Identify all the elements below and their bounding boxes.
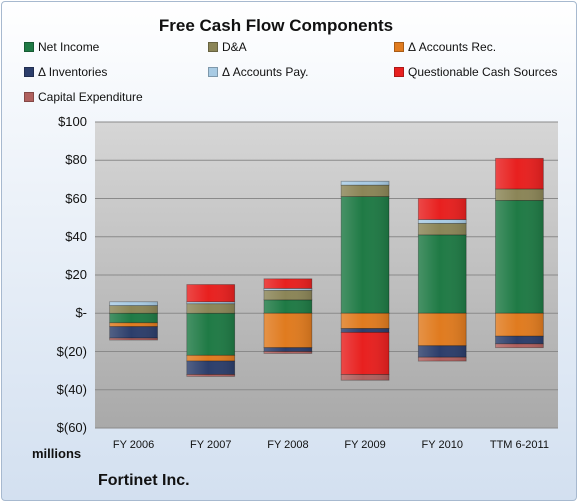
x-tick-label: TTM 6-2011	[490, 439, 549, 451]
bar-segment-sheen	[495, 343, 544, 348]
bar-segment-sheen	[341, 181, 390, 186]
bar-segment-sheen	[186, 313, 235, 356]
bar-segment-sheen	[418, 219, 467, 224]
bar-segment-sheen	[418, 313, 467, 346]
bar-segment-sheen	[418, 357, 467, 362]
legend-item: Δ Accounts Rec.	[394, 40, 496, 54]
y-tick-label: $(40)	[56, 381, 87, 397]
bar-segment-sheen	[263, 351, 312, 354]
bar-segment-sheen	[495, 188, 544, 201]
legend-swatch	[24, 92, 34, 102]
bar-segment-sheen	[495, 158, 544, 189]
legend-item: D&A	[208, 40, 247, 54]
legend-swatch	[24, 67, 34, 77]
bar-segment-sheen	[418, 198, 467, 220]
bar-segment-sheen	[263, 313, 312, 348]
bar-segment-sheen	[186, 284, 235, 302]
bar-segment-sheen	[109, 338, 158, 341]
legend-swatch	[394, 67, 404, 77]
legend-label: Δ Accounts Pay.	[222, 65, 309, 79]
legend-swatch	[208, 67, 218, 77]
bar-segment-sheen	[186, 301, 235, 304]
legend-swatch	[208, 42, 218, 52]
legend-label: Δ Inventories	[38, 65, 108, 79]
legend-label: Questionable Cash Sources	[408, 65, 558, 79]
x-tick-label: FY 2009	[344, 439, 385, 451]
y-tick-label: $100	[58, 114, 87, 129]
x-tick-label: FY 2006	[113, 439, 154, 451]
bar-segment-sheen	[109, 305, 158, 314]
legend-item: Net Income	[24, 40, 99, 54]
bar-segment-sheen	[418, 345, 467, 358]
legend-label: Δ Accounts Rec.	[408, 40, 497, 54]
bar-segment-sheen	[495, 336, 544, 344]
chart-title: Free Cash Flow Components	[158, 16, 394, 35]
bar-segment-sheen	[495, 200, 544, 314]
x-tick-label: FY 2010	[422, 439, 463, 451]
bar-segment-sheen	[418, 234, 467, 314]
bar-segment-sheen	[341, 196, 390, 314]
bar-segment-sheen	[341, 332, 390, 375]
legend-swatch	[24, 42, 34, 52]
company-name: Fortinet Inc.	[98, 472, 190, 489]
legend-label: D&A	[222, 40, 247, 54]
bar-segment-sheen	[341, 328, 390, 333]
units-label: millions	[32, 446, 82, 461]
bar-segment-sheen	[341, 313, 390, 329]
bar-segment-sheen	[263, 290, 312, 300]
bar-segment-sheen	[186, 361, 235, 375]
bar-segment-sheen	[418, 223, 467, 235]
bar-segment-sheen	[263, 278, 312, 289]
legend-label: Capital Expenditure	[38, 90, 143, 104]
y-tick-label: $(60)	[56, 420, 87, 435]
bar-segment-sheen	[109, 322, 158, 327]
legend-item: Δ Accounts Pay.	[208, 65, 309, 79]
bar-segment-sheen	[495, 313, 544, 337]
bar-segment-sheen	[186, 374, 235, 377]
bar-segment-sheen	[109, 326, 158, 339]
legend-item: Capital Expenditure	[24, 90, 143, 104]
y-tick-label: $20	[65, 267, 87, 282]
bar-segment-sheen	[186, 303, 235, 314]
x-tick-label: FY 2007	[190, 439, 231, 451]
legend-label: Net Income	[38, 40, 100, 54]
legend-item: Δ Inventories	[24, 65, 107, 79]
bar-segment-sheen	[263, 288, 312, 291]
y-tick-label: $40	[65, 228, 87, 244]
bar-segment-sheen	[341, 185, 390, 197]
y-tick-label: $-	[75, 305, 87, 321]
legend-swatch	[394, 42, 404, 52]
bar-segment-sheen	[341, 374, 390, 381]
x-tick-label: FY 2008	[267, 439, 308, 451]
bar-segment-sheen	[109, 301, 158, 306]
y-tick-label: $80	[65, 152, 87, 168]
bar-segment-sheen	[263, 347, 312, 352]
legend-item: Questionable Cash Sources	[394, 65, 557, 79]
y-tick-label: $(20)	[56, 343, 87, 359]
bar-segment-sheen	[109, 313, 158, 323]
y-tick-label: $60	[65, 190, 87, 206]
bar-segment-sheen	[186, 355, 235, 362]
bar-segment-sheen	[263, 299, 312, 314]
